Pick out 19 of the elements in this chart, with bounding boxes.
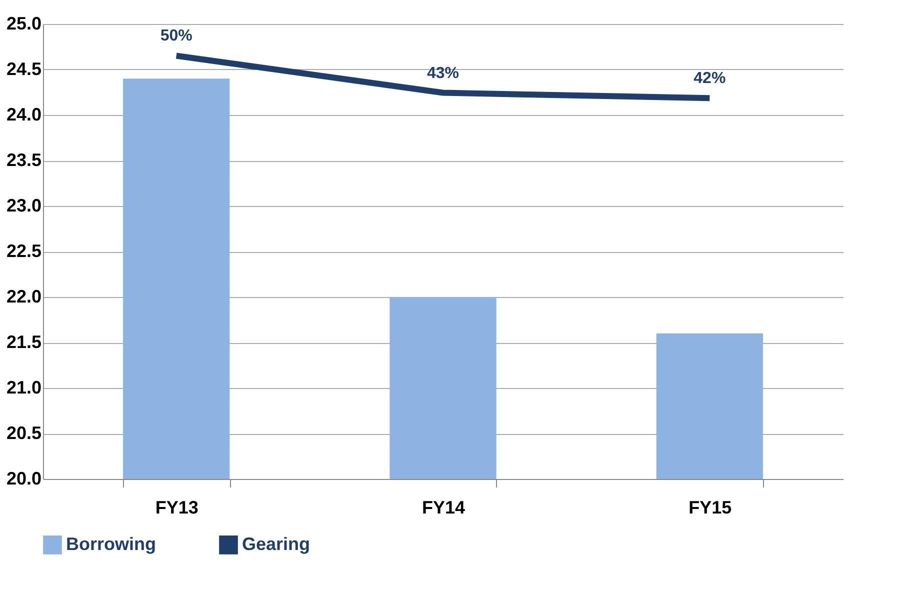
y-tick-label: 21.5 [6, 332, 42, 352]
data-label: 50% [160, 28, 192, 45]
legend-label: Gearing [242, 534, 310, 554]
legend-label: Borrowing [66, 534, 156, 554]
x-tick-label: FY13 [155, 498, 198, 518]
y-tick-label: 25.0 [6, 14, 42, 34]
data-label: 42% [694, 70, 726, 88]
y-tick-label: 21.0 [6, 378, 42, 398]
y-tick-label: 20.5 [6, 423, 42, 443]
y-tick-label: 23.5 [6, 150, 42, 170]
y-tick-label: 23.0 [6, 196, 42, 216]
y-tick-label: 24.5 [6, 59, 42, 79]
data-label: 43% [426, 64, 460, 82]
x-tick-label: FY15 [688, 498, 732, 518]
y-tick-label: 20.0 [6, 468, 42, 488]
y-tick-label: 22.0 [6, 286, 42, 306]
x-tick-label: FY14 [422, 498, 466, 518]
y-tick-label: 22.5 [6, 241, 42, 261]
y-tick-label: 24.0 [6, 104, 42, 124]
